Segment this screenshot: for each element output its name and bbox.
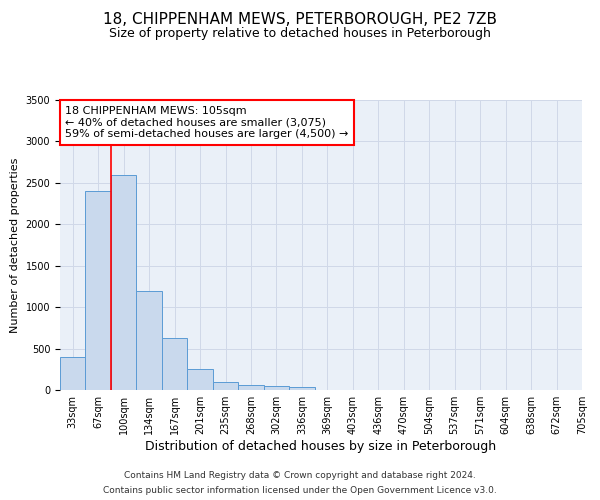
Bar [187, 370, 213, 390]
Bar [162, 338, 187, 390]
Text: 18 CHIPPENHAM MEWS: 105sqm
← 40% of detached houses are smaller (3,075)
59% of s: 18 CHIPPENHAM MEWS: 105sqm ← 40% of deta… [65, 106, 349, 139]
Bar [213, 382, 238, 390]
Bar [136, 290, 162, 390]
Bar [85, 191, 111, 390]
Text: 18, CHIPPENHAM MEWS, PETERBOROUGH, PE2 7ZB: 18, CHIPPENHAM MEWS, PETERBOROUGH, PE2 7… [103, 12, 497, 28]
Text: Contains public sector information licensed under the Open Government Licence v3: Contains public sector information licen… [103, 486, 497, 495]
Text: Contains HM Land Registry data © Crown copyright and database right 2024.: Contains HM Land Registry data © Crown c… [124, 471, 476, 480]
Bar [289, 386, 314, 390]
X-axis label: Distribution of detached houses by size in Peterborough: Distribution of detached houses by size … [145, 440, 497, 453]
Text: Size of property relative to detached houses in Peterborough: Size of property relative to detached ho… [109, 28, 491, 40]
Y-axis label: Number of detached properties: Number of detached properties [10, 158, 20, 332]
Bar [60, 357, 85, 390]
Bar [111, 174, 136, 390]
Bar [264, 386, 289, 390]
Bar [238, 385, 264, 390]
